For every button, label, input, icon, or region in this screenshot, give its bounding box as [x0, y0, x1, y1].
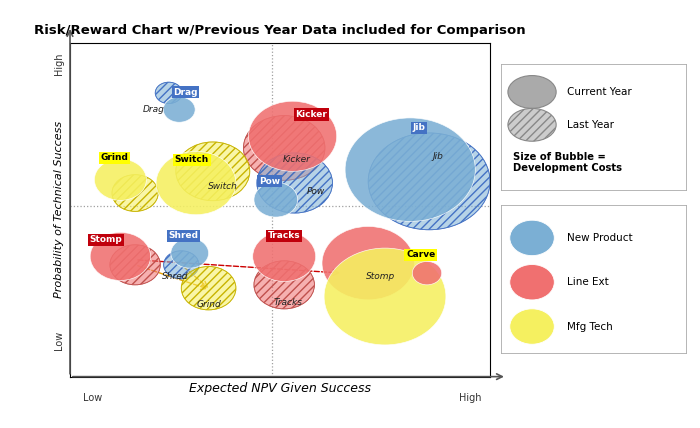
- Text: Stomp: Stomp: [90, 235, 122, 244]
- Circle shape: [257, 153, 332, 213]
- Text: Pow: Pow: [259, 177, 280, 186]
- Text: Low: Low: [83, 393, 102, 403]
- Circle shape: [254, 182, 298, 217]
- Circle shape: [94, 159, 146, 200]
- Text: High: High: [54, 53, 64, 75]
- Circle shape: [510, 220, 554, 256]
- Circle shape: [345, 118, 475, 221]
- Circle shape: [254, 261, 314, 309]
- Circle shape: [171, 238, 209, 268]
- Circle shape: [412, 262, 442, 285]
- Text: Mfg Tech: Mfg Tech: [567, 321, 613, 332]
- Title: Risk/Reward Chart w/Previous Year Data included for Comparison: Risk/Reward Chart w/Previous Year Data i…: [34, 24, 526, 38]
- Text: Drag: Drag: [174, 88, 197, 97]
- X-axis label: Expected NPV Given Success: Expected NPV Given Success: [189, 382, 371, 395]
- Text: Jib: Jib: [412, 123, 425, 132]
- Text: Kicker: Kicker: [295, 110, 328, 119]
- Circle shape: [90, 232, 150, 280]
- Circle shape: [176, 142, 250, 201]
- Text: Stomp: Stomp: [366, 272, 396, 281]
- Circle shape: [244, 116, 325, 180]
- Text: Line Ext: Line Ext: [567, 277, 609, 287]
- Circle shape: [322, 226, 414, 300]
- Circle shape: [110, 245, 160, 285]
- Circle shape: [164, 251, 199, 279]
- Circle shape: [508, 76, 556, 108]
- Text: Switch: Switch: [209, 182, 238, 191]
- Circle shape: [181, 267, 236, 310]
- Circle shape: [163, 97, 195, 122]
- Circle shape: [324, 248, 446, 345]
- Text: Low: Low: [54, 331, 64, 350]
- Circle shape: [253, 232, 316, 282]
- Y-axis label: Probability of Technical Success: Probability of Technical Success: [55, 121, 64, 298]
- Circle shape: [510, 265, 554, 300]
- Text: Grind: Grind: [196, 300, 221, 309]
- Circle shape: [155, 82, 182, 104]
- Circle shape: [508, 108, 556, 141]
- Text: Current Year: Current Year: [567, 87, 632, 97]
- Text: Carve: Carve: [406, 250, 435, 259]
- Circle shape: [368, 133, 490, 230]
- Text: Kicker: Kicker: [283, 155, 311, 164]
- Text: Tracks: Tracks: [274, 298, 303, 307]
- Text: Tracks: Tracks: [268, 231, 300, 240]
- Text: New Product: New Product: [567, 233, 633, 243]
- Text: High: High: [459, 393, 482, 403]
- Text: Last Year: Last Year: [567, 120, 615, 130]
- Text: Size of Bubble =
Development Costs: Size of Bubble = Development Costs: [514, 152, 622, 173]
- Text: Jib: Jib: [432, 152, 443, 161]
- Text: Drag: Drag: [143, 105, 165, 114]
- Text: Shred: Shred: [162, 272, 188, 281]
- Circle shape: [156, 152, 236, 215]
- Circle shape: [112, 175, 158, 211]
- Circle shape: [510, 309, 554, 344]
- Circle shape: [248, 101, 337, 171]
- Text: Switch: Switch: [175, 155, 209, 164]
- Text: Grind: Grind: [100, 154, 128, 163]
- Text: Shred: Shred: [169, 231, 198, 240]
- Text: Pow: Pow: [307, 187, 325, 196]
